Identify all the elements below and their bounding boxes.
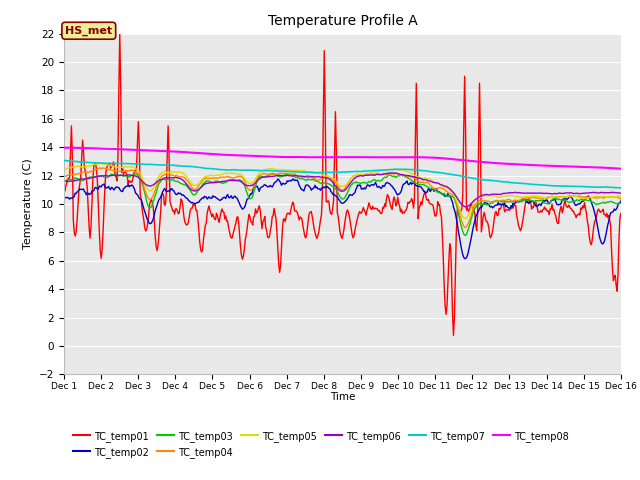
Legend: TC_temp01, TC_temp02, TC_temp03, TC_temp04, TC_temp05, TC_temp06, TC_temp07, TC_: TC_temp01, TC_temp02, TC_temp03, TC_temp… [69,427,573,461]
Text: HS_met: HS_met [65,25,113,36]
Title: Temperature Profile A: Temperature Profile A [268,14,417,28]
Y-axis label: Temperature (C): Temperature (C) [23,158,33,250]
X-axis label: Time: Time [330,393,355,402]
